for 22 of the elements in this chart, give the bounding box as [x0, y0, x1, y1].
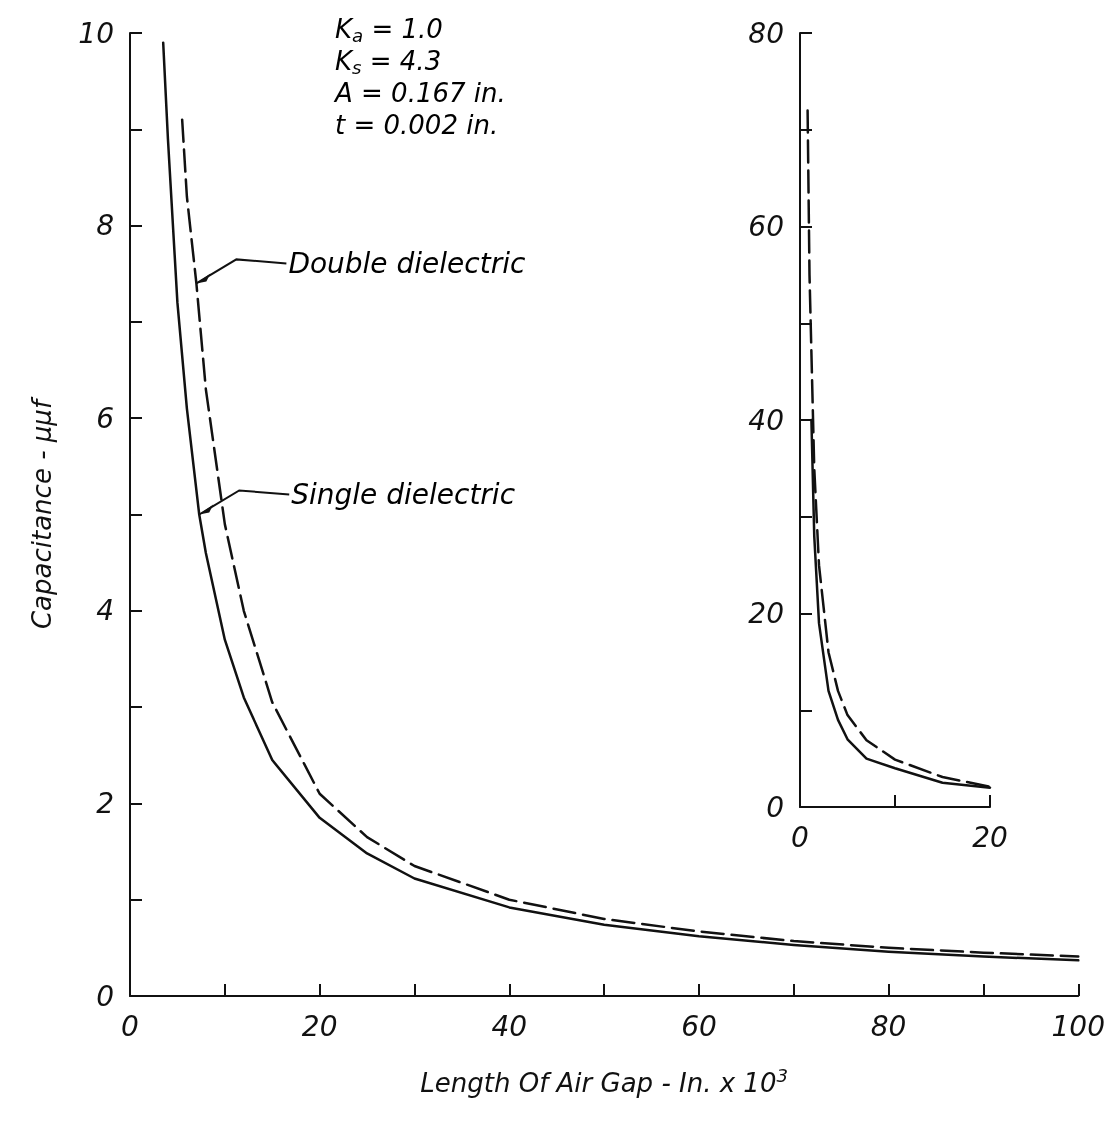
x-tick-label: 40 — [491, 1009, 528, 1043]
y-tick-label: 80 — [748, 16, 784, 50]
y-tick-label: 8 — [96, 209, 114, 243]
x-tick-label: 100 — [1051, 1009, 1105, 1043]
y-tick-label: 20 — [748, 597, 784, 630]
y-tick-label: 10 — [78, 16, 114, 50]
annotation: A = 0.167 in. — [333, 78, 506, 108]
x-tick-label: 0 — [121, 1009, 139, 1043]
annotation: t = 0.002 in. — [335, 110, 499, 140]
x-tick-label: 80 — [870, 1009, 907, 1043]
y-tick-label: 2 — [96, 786, 114, 820]
y-tick-label: 40 — [748, 403, 784, 437]
annotation: Double dielectric — [288, 246, 526, 280]
y-axis-title: Capacitance - μμf — [27, 396, 57, 630]
y-tick-label: 4 — [96, 594, 114, 628]
x-tick-label: 20 — [301, 1009, 338, 1043]
x-tick-label: 60 — [681, 1009, 717, 1043]
y-tick-label: 0 — [96, 979, 114, 1013]
y-tick-label: 6 — [96, 401, 114, 435]
y-tick-label: 0 — [766, 790, 784, 824]
y-tick-label: 60 — [748, 210, 784, 243]
annotation: Single dielectric — [291, 478, 516, 511]
